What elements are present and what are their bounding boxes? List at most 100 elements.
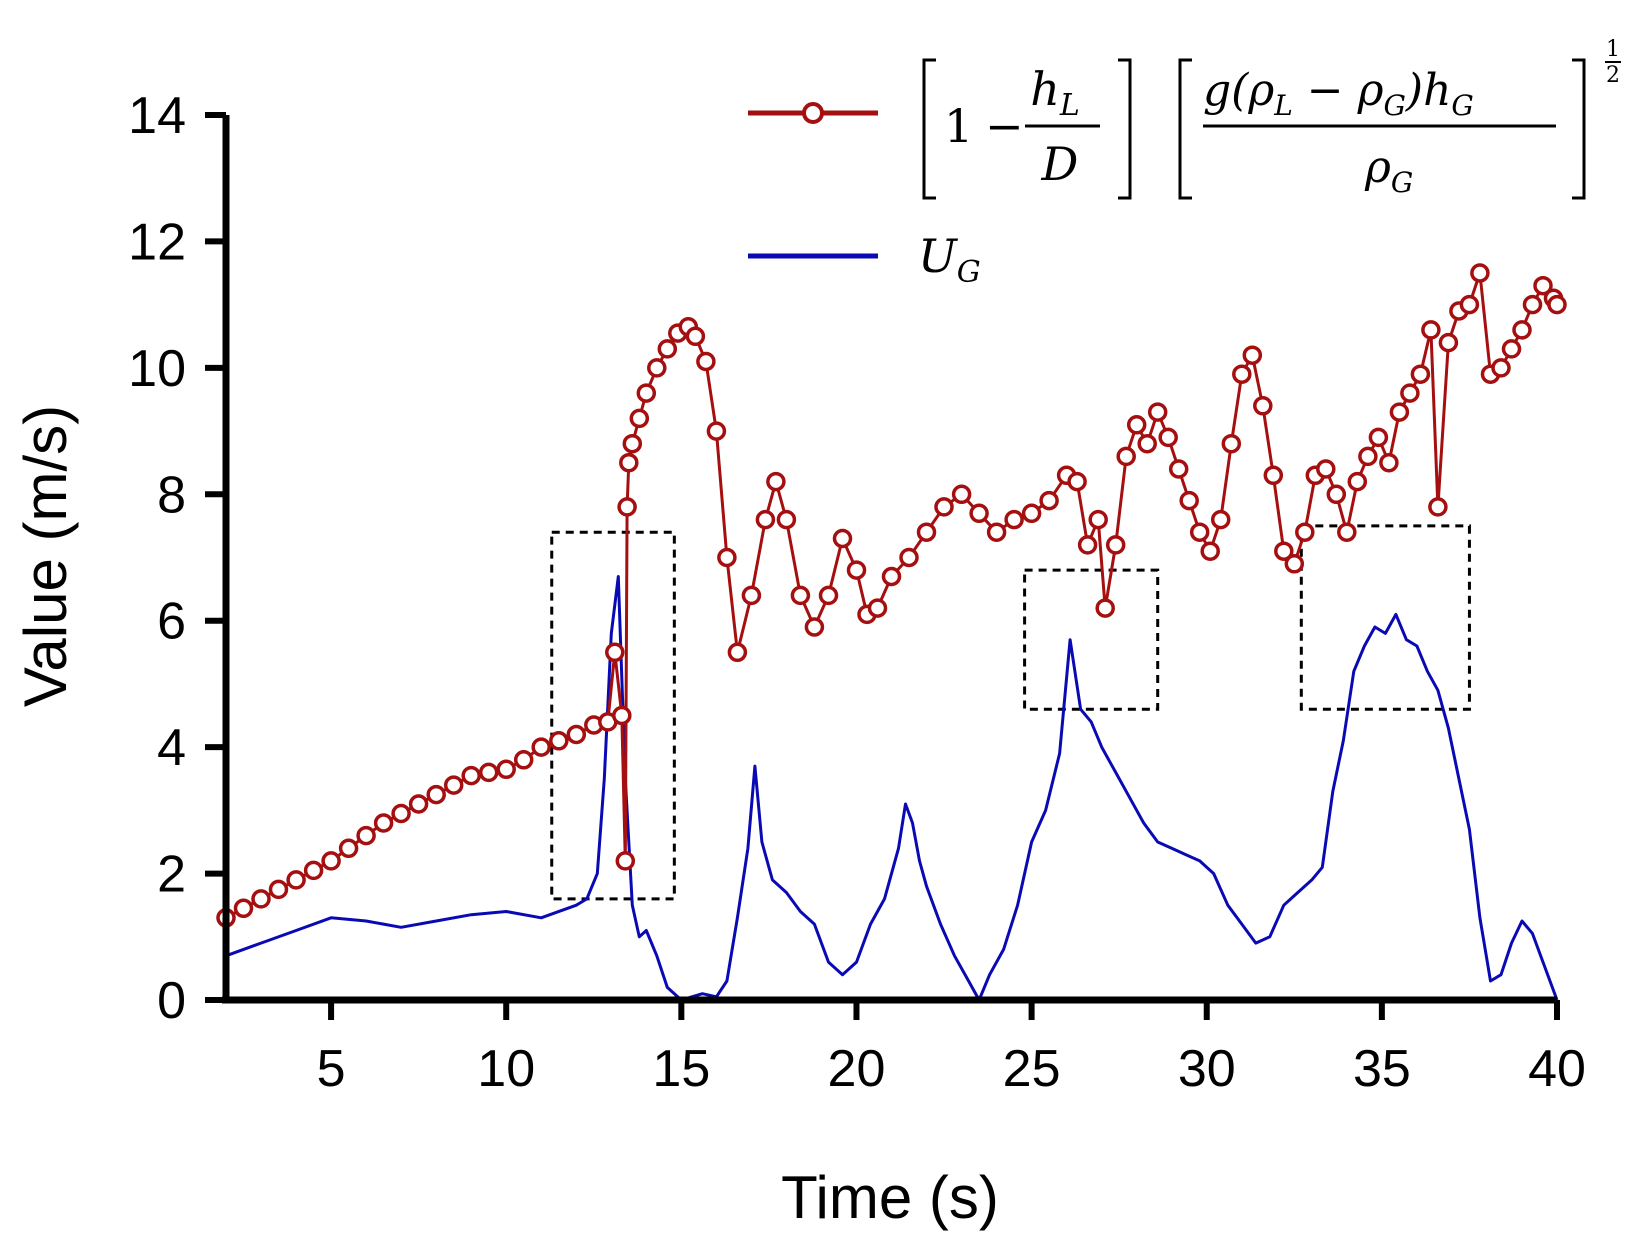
froude-point — [986, 522, 1007, 542]
froude-point — [391, 803, 411, 824]
y-tick-label: 12 — [128, 213, 186, 271]
froude-point — [443, 775, 464, 795]
froude-line — [225, 271, 1559, 920]
froude-point — [1410, 364, 1431, 384]
legend-frac2-numerator: g(ρL − ρG)hG — [1203, 65, 1474, 122]
froude-point — [513, 750, 534, 770]
froude-point — [1004, 509, 1024, 530]
x-tick-label: 30 — [1178, 1040, 1236, 1098]
froude-point — [268, 879, 289, 900]
froude-point — [549, 731, 569, 751]
froude-point — [1200, 541, 1220, 561]
y-tick-label: 6 — [157, 593, 186, 651]
froude-point — [636, 383, 657, 403]
froude-point — [1147, 402, 1168, 422]
froude-point — [1274, 541, 1294, 561]
legend-exponent-numerator: 1 — [1606, 37, 1620, 62]
froude-point — [622, 433, 643, 454]
left-bracket-2 — [1178, 58, 1192, 200]
froude-point — [426, 784, 446, 805]
froude-point — [617, 497, 637, 517]
froude-point — [818, 585, 839, 606]
x-tick-label: 15 — [652, 1040, 710, 1098]
froude-point — [1491, 358, 1511, 378]
highlight-boxes — [550, 524, 1471, 901]
froude-point — [790, 585, 811, 606]
froude-point — [1533, 275, 1553, 296]
highlight-box-2 — [1023, 568, 1160, 711]
froude-point — [1501, 339, 1522, 359]
froude-point — [696, 351, 716, 372]
froude-point — [647, 358, 667, 378]
froude-point — [1253, 396, 1273, 416]
froude-point — [766, 471, 786, 492]
x-tick-label: 10 — [477, 1040, 535, 1098]
legend-frac1-denominator: D — [1041, 137, 1079, 191]
froude-point — [1095, 598, 1115, 618]
froude-point — [373, 813, 394, 833]
froude-point — [832, 528, 853, 549]
froude-point — [461, 765, 481, 786]
froude-point — [1179, 490, 1199, 511]
froude-point — [478, 762, 499, 783]
legend-one: 1 — [944, 99, 973, 153]
left-bracket-1 — [922, 58, 936, 200]
froude-point — [356, 825, 376, 846]
x-tick-label: 25 — [1003, 1040, 1061, 1098]
froude-point — [1021, 503, 1042, 524]
legend-minus-1: − — [985, 99, 1024, 153]
froude-point — [1522, 294, 1543, 315]
froude-point — [899, 547, 919, 568]
froude-point — [706, 421, 727, 441]
froude-point — [881, 566, 902, 587]
x-tick-label: 35 — [1353, 1040, 1411, 1098]
y-tick-label: 2 — [157, 846, 186, 904]
froude-point — [846, 560, 867, 580]
y-tick-label: 0 — [157, 972, 186, 1030]
froude-point — [1337, 522, 1357, 542]
legend-exponent-denominator: 2 — [1606, 63, 1620, 88]
froude-point — [338, 838, 359, 859]
ug-series — [225, 575, 1559, 1002]
froude-point — [1389, 402, 1410, 422]
y-tick-label: 4 — [157, 719, 186, 777]
froude-point — [303, 860, 324, 881]
froude-point — [1168, 459, 1189, 479]
froude-point — [615, 851, 636, 871]
froude-point — [1221, 433, 1242, 454]
legend-label-series-1: 1 − hL D g(ρL − ρG)hG ρG 1 2 — [922, 37, 1621, 200]
froude-point — [1358, 446, 1378, 467]
legend-marker-series-1 — [802, 102, 824, 124]
y-axis-title: Value (m/s) — [12, 405, 79, 707]
froude-point — [951, 484, 972, 505]
legend: 1 − hL D g(ρL − ρG)hG ρG 1 2 UG — [748, 37, 1621, 290]
ticks: 0 2 4 6 8 10 12 14 5 10 15 20 25 30 35 40 — [128, 87, 1586, 1098]
froude-point — [629, 408, 650, 429]
right-bracket-2 — [1572, 58, 1586, 200]
froude-point — [1470, 263, 1490, 283]
highlight-box-3 — [1299, 524, 1471, 711]
froude-point — [619, 452, 639, 473]
froude-point — [1210, 509, 1231, 530]
froude-point — [612, 705, 632, 726]
froude-point — [1326, 484, 1347, 505]
froude-point — [1077, 535, 1098, 555]
froude-point — [1428, 497, 1448, 517]
y-tick-label: 10 — [128, 340, 186, 398]
froude-point — [1242, 345, 1263, 365]
froude-point — [496, 759, 516, 780]
froude-point — [741, 585, 762, 606]
froude-point — [867, 598, 888, 618]
froude-point — [1263, 465, 1284, 486]
highlight-box-1 — [550, 530, 676, 901]
froude-point — [1232, 364, 1252, 384]
froude-point — [727, 642, 748, 663]
x-tick-label: 20 — [828, 1040, 886, 1098]
froude-point — [1039, 490, 1059, 511]
froude-point — [1116, 446, 1136, 467]
froude-point — [566, 724, 587, 745]
froude-point — [1400, 383, 1420, 403]
legend-frac2-denominator: ρG — [1364, 142, 1413, 199]
froude-point — [1189, 522, 1210, 542]
froude-point — [934, 497, 954, 517]
